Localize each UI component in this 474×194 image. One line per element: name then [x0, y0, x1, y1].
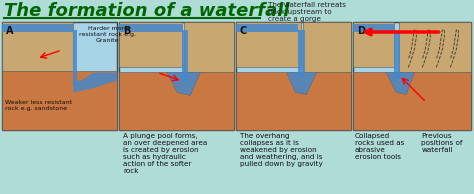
Bar [353, 22, 471, 130]
Polygon shape [286, 72, 317, 94]
Text: The overhang
collapses as it is
weakened by erosion
and weathering, and is
pulle: The overhang collapses as it is weakened… [240, 133, 323, 167]
Polygon shape [236, 24, 306, 77]
Text: A plunge pool forms,
an over deepened area
is created by erosion
such as hydraul: A plunge pool forms, an over deepened ar… [123, 133, 207, 174]
Polygon shape [353, 72, 471, 130]
Polygon shape [236, 72, 351, 130]
Polygon shape [167, 72, 200, 95]
Polygon shape [303, 22, 351, 72]
Polygon shape [119, 24, 188, 82]
Polygon shape [236, 22, 301, 67]
Polygon shape [2, 22, 73, 71]
Text: Previous
positions of
waterfall: Previous positions of waterfall [421, 133, 463, 153]
Text: The waterfall retreats
back upstream to
create a gorge: The waterfall retreats back upstream to … [268, 2, 346, 22]
Polygon shape [119, 22, 182, 67]
Bar [236, 22, 351, 130]
Polygon shape [353, 22, 394, 67]
Text: The formation of a waterfall: The formation of a waterfall [4, 2, 290, 20]
Polygon shape [2, 24, 77, 86]
Text: Harder more
resistant rock e.g.
Granite: Harder more resistant rock e.g. Granite [79, 26, 137, 43]
Polygon shape [184, 22, 234, 72]
Text: B: B [123, 26, 130, 36]
Polygon shape [167, 72, 200, 95]
Text: Weaker less resistant
rock e.g. sandstone: Weaker less resistant rock e.g. sandston… [5, 100, 72, 111]
Bar [2, 22, 117, 130]
Text: Collapsed
rocks used as
abrasive
erosion tools: Collapsed rocks used as abrasive erosion… [355, 133, 404, 160]
Polygon shape [119, 72, 234, 130]
Text: C: C [240, 26, 247, 36]
Polygon shape [386, 72, 414, 94]
Polygon shape [353, 24, 401, 79]
Text: A: A [6, 26, 13, 36]
Text: D: D [357, 26, 365, 36]
Polygon shape [286, 72, 317, 94]
Bar [119, 22, 234, 130]
Polygon shape [2, 71, 117, 130]
Polygon shape [386, 72, 414, 94]
Polygon shape [73, 73, 117, 93]
Polygon shape [399, 22, 471, 72]
